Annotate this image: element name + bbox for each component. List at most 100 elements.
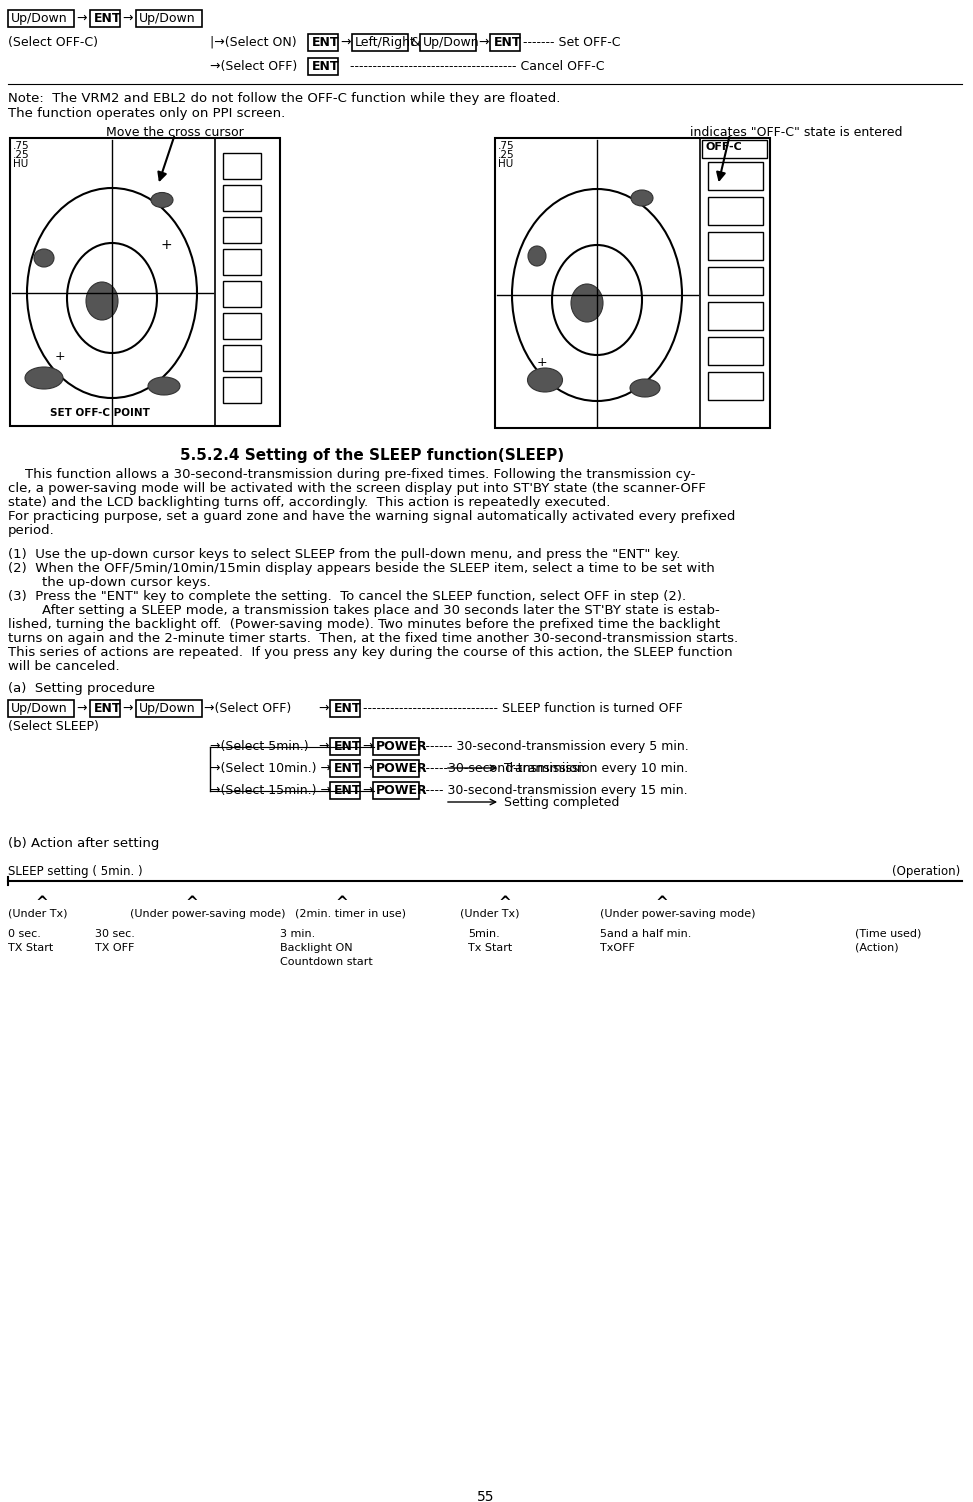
Text: Up/Down: Up/Down: [11, 12, 68, 26]
Text: indicates "OFF-C" state is entered: indicates "OFF-C" state is entered: [690, 126, 903, 140]
Text: .25: .25: [13, 150, 29, 161]
Text: POWER: POWER: [376, 740, 427, 753]
Text: →: →: [362, 762, 373, 775]
Text: ^: ^: [185, 895, 198, 910]
Text: OFF-C: OFF-C: [705, 143, 741, 152]
Ellipse shape: [86, 282, 118, 320]
Text: ENT: ENT: [312, 36, 340, 50]
Bar: [708, 267, 763, 294]
Text: &: &: [410, 36, 419, 50]
Text: ------30-second-transmission every 10 min.: ------30-second-transmission every 10 mi…: [421, 762, 688, 775]
Text: Up/Down: Up/Down: [423, 36, 480, 50]
Text: (Select OFF-C): (Select OFF-C): [8, 36, 98, 50]
Text: (Under power-saving mode): (Under power-saving mode): [130, 909, 285, 919]
Bar: [373, 783, 419, 799]
Ellipse shape: [528, 246, 546, 266]
Text: This series of actions are repeated.  If you press any key during the course of : This series of actions are repeated. If …: [8, 646, 733, 659]
Bar: [8, 11, 74, 27]
Bar: [10, 138, 280, 427]
Text: →: →: [76, 12, 87, 26]
Text: +: +: [160, 237, 171, 252]
Bar: [708, 231, 763, 260]
Text: →(Select 5min.): →(Select 5min.): [210, 740, 308, 753]
Bar: [223, 185, 261, 210]
Text: (Time used): (Time used): [855, 930, 921, 939]
Text: (Action): (Action): [855, 943, 899, 952]
Text: ^: ^: [335, 895, 347, 910]
Text: ENT: ENT: [334, 784, 362, 798]
Text: →: →: [122, 701, 132, 715]
Bar: [223, 345, 261, 371]
Bar: [330, 760, 360, 777]
Text: (2)  When the OFF/5min/10min/15min display appears beside the SLEEP item, select: (2) When the OFF/5min/10min/15min displa…: [8, 562, 715, 575]
Text: Transmission: Transmission: [504, 762, 585, 775]
Text: 0 sec.: 0 sec.: [8, 930, 41, 939]
Text: .25: .25: [498, 150, 515, 161]
Text: +: +: [537, 356, 548, 369]
Text: ------------------------------ SLEEP function is turned OFF: ------------------------------ SLEEP fun…: [363, 701, 683, 715]
Text: After setting a SLEEP mode, a transmission takes place and 30 seconds later the : After setting a SLEEP mode, a transmissi…: [8, 604, 720, 617]
Text: →: →: [478, 36, 488, 50]
Bar: [708, 372, 763, 400]
Text: Up/Down: Up/Down: [11, 701, 68, 715]
Bar: [136, 11, 202, 27]
Text: ENT: ENT: [334, 740, 362, 753]
Bar: [330, 700, 360, 716]
Bar: [708, 162, 763, 189]
Ellipse shape: [571, 284, 603, 321]
Text: Up/Down: Up/Down: [139, 701, 196, 715]
Bar: [373, 737, 419, 756]
Text: ENT: ENT: [312, 60, 340, 74]
Text: cle, a power-saving mode will be activated with the screen display put into ST'B: cle, a power-saving mode will be activat…: [8, 482, 705, 496]
Text: 30 sec.: 30 sec.: [95, 930, 135, 939]
Ellipse shape: [34, 249, 54, 267]
Text: ^: ^: [498, 895, 511, 910]
Text: |→(Select ON): |→(Select ON): [210, 36, 297, 50]
Bar: [223, 249, 261, 275]
Text: 5min.: 5min.: [468, 930, 500, 939]
Text: (Under power-saving mode): (Under power-saving mode): [600, 909, 755, 919]
Text: (Operation): (Operation): [891, 865, 960, 879]
Text: ----- 30-second-transmission every 15 min.: ----- 30-second-transmission every 15 mi…: [421, 784, 688, 798]
Text: →: →: [340, 36, 350, 50]
Text: ENT: ENT: [334, 701, 362, 715]
Ellipse shape: [631, 189, 653, 206]
Text: ENT: ENT: [334, 762, 362, 775]
Bar: [702, 140, 767, 158]
Text: (3)  Press the "ENT" key to complete the setting.  To cancel the SLEEP function,: (3) Press the "ENT" key to complete the …: [8, 590, 686, 602]
Text: (Under Tx): (Under Tx): [8, 909, 67, 919]
Bar: [373, 760, 419, 777]
Text: ^: ^: [655, 895, 667, 910]
Bar: [708, 302, 763, 330]
Text: Move the cross cursor: Move the cross cursor: [106, 126, 244, 140]
Text: →: →: [362, 740, 373, 753]
Text: The function operates only on PPI screen.: The function operates only on PPI screen…: [8, 107, 285, 120]
Text: 55: 55: [477, 1490, 494, 1502]
Text: 5.5.2.4 Setting of the SLEEP function(SLEEP): 5.5.2.4 Setting of the SLEEP function(SL…: [180, 448, 564, 463]
Text: SET OFF-C POINT: SET OFF-C POINT: [50, 409, 150, 418]
Text: turns on again and the 2-minute timer starts.  Then, at the fixed time another 3: turns on again and the 2-minute timer st…: [8, 632, 739, 644]
Text: For practicing purpose, set a guard zone and have the warning signal automatical: For practicing purpose, set a guard zone…: [8, 511, 736, 523]
Text: This function allows a 30-second-transmission during pre-fixed times. Following : This function allows a 30-second-transmi…: [8, 469, 696, 481]
Bar: [308, 59, 338, 75]
Text: (Under Tx): (Under Tx): [460, 909, 520, 919]
Text: the up-down cursor keys.: the up-down cursor keys.: [8, 575, 211, 589]
Text: Left/Right: Left/Right: [355, 36, 415, 50]
Ellipse shape: [25, 366, 63, 389]
Bar: [708, 336, 763, 365]
Ellipse shape: [630, 379, 660, 397]
Text: .75: .75: [498, 141, 515, 152]
Bar: [708, 197, 763, 225]
Text: will be canceled.: will be canceled.: [8, 659, 120, 673]
Text: TxOFF: TxOFF: [600, 943, 634, 952]
Text: 3 min.: 3 min.: [280, 930, 315, 939]
Bar: [90, 11, 120, 27]
Bar: [223, 377, 261, 403]
Text: (1)  Use the up-down cursor keys to select SLEEP from the pull-down menu, and pr: (1) Use the up-down cursor keys to selec…: [8, 548, 680, 562]
Text: lished, turning the backlight off.  (Power-saving mode). Two minutes before the : lished, turning the backlight off. (Powe…: [8, 617, 720, 631]
Bar: [330, 783, 360, 799]
Bar: [223, 216, 261, 243]
Text: HU: HU: [498, 159, 513, 170]
Text: →(Select OFF): →(Select OFF): [210, 60, 297, 74]
Text: Countdown start: Countdown start: [280, 957, 373, 967]
